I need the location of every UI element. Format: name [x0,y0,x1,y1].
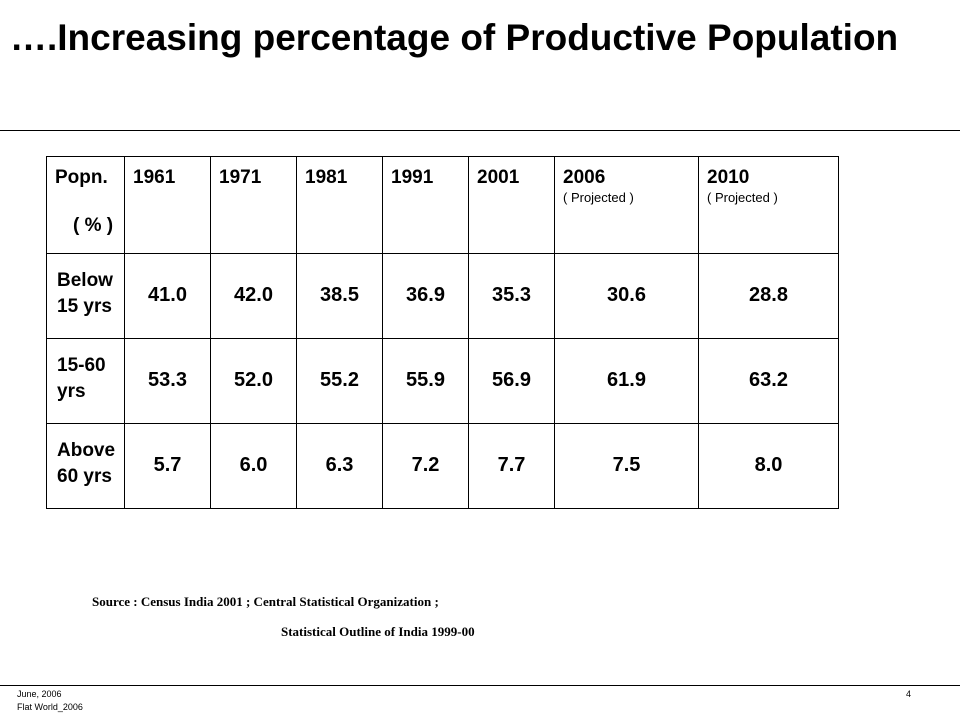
footer-date: June, 2006 [17,689,62,699]
year-label: 1961 [133,167,176,188]
value-cell: 42.0 [210,253,297,339]
projected-note: ( Projected ) [707,190,778,205]
year-label: 1981 [305,167,348,188]
header-year-cell: 2001 [468,156,555,254]
footer-org: Flat World_2006 [17,702,83,712]
header-year-cell: 1961 [124,156,211,254]
value-cell: 8.0 [698,423,839,509]
year-label: 1991 [391,167,434,188]
value-cell: 36.9 [382,253,469,339]
value-cell: 56.9 [468,338,555,424]
header-popn-label: Popn. [55,167,108,188]
value-cell: 7.7 [468,423,555,509]
value-cell: 7.2 [382,423,469,509]
header-year-cell: 1981 [296,156,383,254]
value-cell: 63.2 [698,338,839,424]
page-number: 4 [906,689,912,699]
population-table: Popn. ( % ) 1961 1971 1981 1991 2001 200… [46,156,839,509]
header-year-cell: 2006 ( Projected ) [554,156,699,254]
source-line-2: Statistical Outline of India 1999-00 [281,624,475,639]
row-label-cell: Below 15 yrs [46,253,125,339]
table-row: 15-60 yrs 53.3 52.0 55.2 55.9 56.9 61.9 … [46,338,839,424]
year-label: 2010 [707,167,750,188]
value-cell: 5.7 [124,423,211,509]
header-year-cell: 2010 ( Projected ) [698,156,839,254]
title-divider [0,130,960,131]
header-unit-label: ( % ) [73,215,114,236]
projected-note: ( Projected ) [563,190,634,205]
row-label: Below 15 yrs [57,270,113,317]
header-year-cell: 1971 [210,156,297,254]
row-label: 15-60 yrs [57,355,106,402]
slide-title: ….Increasing percentage of Productive Po… [10,17,899,58]
value-cell: 28.8 [698,253,839,339]
source-line-1: Source : Census India 2001 ; Central Sta… [92,594,439,609]
value-cell: 55.9 [382,338,469,424]
row-label-cell: Above 60 yrs [46,423,125,509]
table-row: Above 60 yrs 5.7 6.0 6.3 7.2 7.7 7.5 8.0 [46,423,839,509]
header-cell: Popn. ( % ) [46,156,125,254]
value-cell: 61.9 [554,338,699,424]
row-label-cell: 15-60 yrs [46,338,125,424]
header-year-cell: 1991 [382,156,469,254]
value-cell: 6.0 [210,423,297,509]
value-cell: 53.3 [124,338,211,424]
year-label: 2006 [563,167,606,188]
value-cell: 35.3 [468,253,555,339]
row-label: Above 60 yrs [57,440,116,487]
value-cell: 52.0 [210,338,297,424]
year-label: 2001 [477,167,520,188]
value-cell: 7.5 [554,423,699,509]
table-header-row: Popn. ( % ) 1961 1971 1981 1991 2001 200… [46,156,839,254]
value-cell: 41.0 [124,253,211,339]
value-cell: 38.5 [296,253,383,339]
year-label: 1971 [219,167,262,188]
value-cell: 30.6 [554,253,699,339]
table-row: Below 15 yrs 41.0 42.0 38.5 36.9 35.3 30… [46,253,839,339]
value-cell: 55.2 [296,338,383,424]
value-cell: 6.3 [296,423,383,509]
footer-divider [0,685,960,686]
